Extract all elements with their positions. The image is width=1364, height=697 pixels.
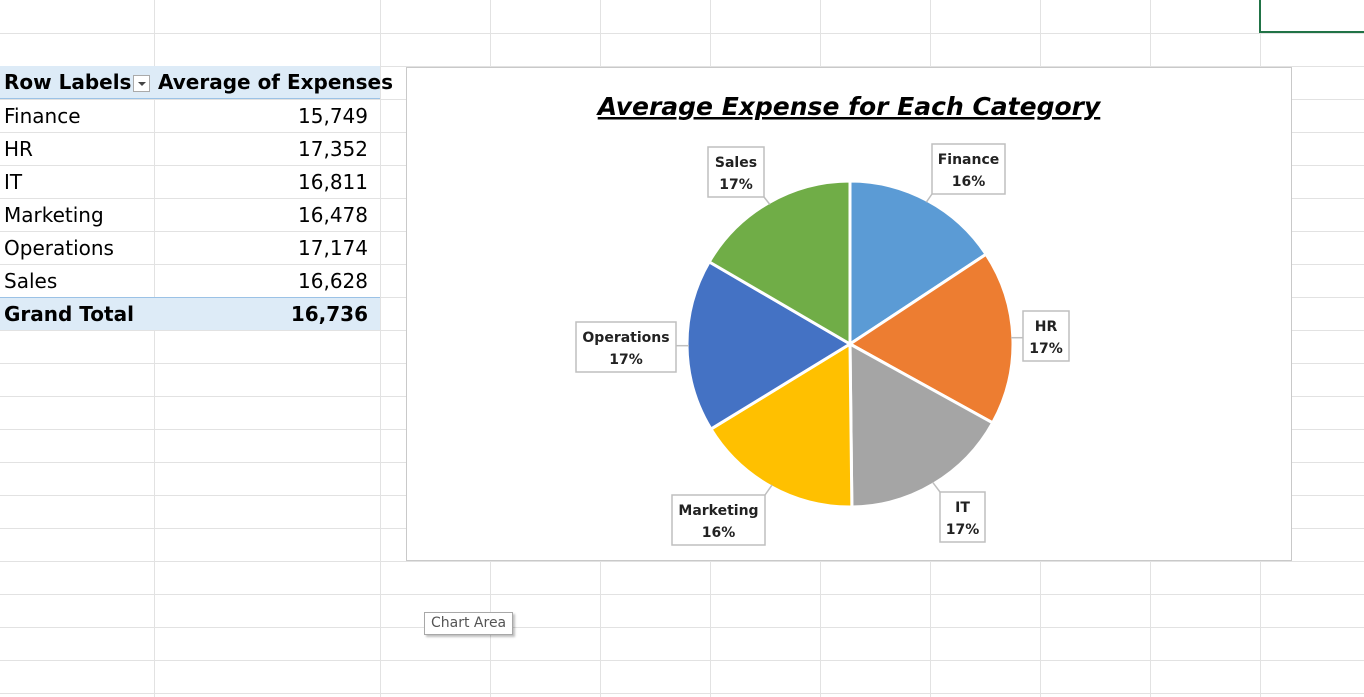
data-label-box	[1022, 310, 1070, 362]
grid-row-line	[0, 660, 1364, 661]
data-label-hr[interactable]: HR 17%	[1022, 310, 1070, 362]
leader-line	[931, 481, 941, 493]
data-label-marketing[interactable]: Marketing 16%	[671, 494, 766, 546]
grid-row-line	[0, 33, 1364, 34]
data-label-it[interactable]: IT 17%	[939, 491, 986, 543]
pivot-row-value: 16,811	[298, 169, 368, 194]
pivot-row-value: 17,352	[298, 136, 368, 161]
data-label-box	[931, 143, 1006, 195]
grid-row-line	[0, 561, 1364, 562]
chart-title[interactable]: Average Expense for Each Category	[596, 92, 1102, 121]
data-label-percent: 17%	[719, 177, 753, 193]
data-label-category: Sales	[715, 155, 757, 171]
pivot-header-row: Row Labels Average of Expenses	[0, 66, 393, 99]
data-label-percent: 17%	[609, 352, 643, 368]
pivot-row-label: HR	[4, 136, 33, 161]
chart-area-tooltip: Chart Area	[424, 612, 514, 635]
data-label-category: Operations	[582, 330, 669, 346]
leader-line	[925, 193, 933, 203]
data-label-category: Finance	[938, 152, 1000, 168]
grid-column-line	[380, 0, 381, 697]
dropdown-arrow-icon	[137, 81, 146, 86]
pivot-row-label: IT	[4, 169, 23, 194]
pivot-row-label: Marketing	[4, 202, 104, 227]
data-label-percent: 16%	[952, 174, 986, 190]
value-header: Average of Expenses	[158, 70, 394, 94]
row-labels-filter-dropdown[interactable]	[133, 75, 150, 92]
data-label-finance[interactable]: Finance 16%	[931, 143, 1006, 195]
pie-chart[interactable]: Average Expense for Each Category Financ…	[407, 68, 1293, 562]
data-label-percent: 17%	[1029, 341, 1063, 357]
data-labels: Finance 16% HR 17% IT 17% Marketing 16% Operatio…	[575, 143, 1070, 546]
data-label-category: IT	[955, 500, 970, 516]
data-label-category: HR	[1035, 319, 1058, 335]
pivot-row[interactable]: Finance 15,749	[0, 99, 380, 132]
pivot-row-value: 17,174	[298, 235, 368, 260]
grid-row-line	[0, 66, 1364, 67]
pivot-row-label: Operations	[4, 235, 114, 260]
pivot-row[interactable]: IT 16,811	[0, 165, 380, 198]
data-label-category: Marketing	[678, 503, 758, 519]
pivot-row-value: 15,749	[298, 103, 368, 128]
chart-area[interactable]: Average Expense for Each Category Financ…	[406, 67, 1292, 561]
grand-total-value: 16,736	[290, 302, 368, 326]
leader-line	[764, 484, 773, 496]
leader-lines	[676, 193, 1023, 496]
leader-line	[763, 196, 771, 205]
row-labels-header: Row Labels	[4, 70, 132, 94]
grand-total-label: Grand Total	[4, 302, 134, 326]
grid-row-line	[0, 594, 1364, 595]
data-label-operations[interactable]: Operations 17%	[575, 321, 677, 373]
grid-row-line	[0, 627, 1364, 628]
pivot-row-value: 16,478	[298, 202, 368, 227]
pie-slices	[685, 179, 1015, 509]
pivot-row-label: Finance	[4, 103, 81, 128]
pivot-row[interactable]: Marketing 16,478	[0, 198, 380, 231]
grid-row-line	[0, 693, 1364, 694]
pivot-row[interactable]: HR 17,352	[0, 132, 380, 165]
data-label-sales[interactable]: Sales 17%	[707, 146, 765, 198]
grid-column-line	[154, 0, 155, 697]
selected-cell[interactable]	[1259, 0, 1364, 33]
data-label-percent: 16%	[702, 525, 736, 541]
data-label-box	[707, 146, 765, 198]
pivot-grand-total-row[interactable]: Grand Total 16,736	[0, 297, 380, 330]
data-label-box	[671, 494, 766, 546]
pivot-row[interactable]: Operations 17,174	[0, 231, 380, 264]
data-label-box	[939, 491, 986, 543]
data-label-box	[575, 321, 677, 373]
pivot-row-label: Sales	[4, 268, 58, 293]
data-label-percent: 17%	[946, 522, 980, 538]
pivot-row-value: 16,628	[298, 268, 368, 293]
pivot-row[interactable]: Sales 16,628	[0, 264, 380, 297]
